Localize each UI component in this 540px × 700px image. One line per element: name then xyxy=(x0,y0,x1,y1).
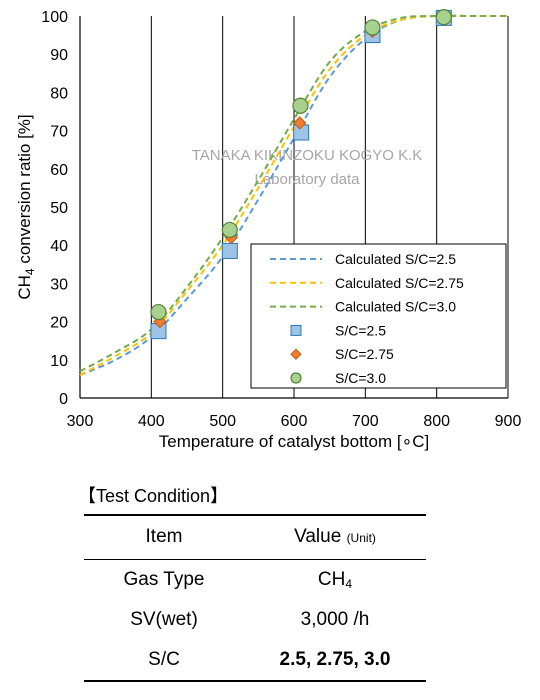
x-tick-label: 400 xyxy=(138,413,165,430)
y-tick-label: 30 xyxy=(50,276,68,293)
axes xyxy=(79,16,508,399)
x-tick-label: 300 xyxy=(67,413,94,430)
y-tick-label: 70 xyxy=(50,124,68,141)
cell-value: 3,000 /h xyxy=(300,609,370,630)
x-tick-label: 800 xyxy=(423,413,450,430)
data-point xyxy=(292,97,309,114)
y-tick-label: 50 xyxy=(50,200,68,217)
y-tick-label: 90 xyxy=(50,47,68,64)
watermark-line-1: TANAKA KIKINZOKU KOGYO K.K xyxy=(192,147,423,164)
cell-item: S/C xyxy=(148,649,180,670)
data-point xyxy=(221,242,238,259)
legend-label: Calculated S/C=2.5 xyxy=(335,251,456,267)
y-tick-label: 20 xyxy=(50,315,68,332)
table-top-rule xyxy=(84,514,426,516)
x-axis-label: Temperature of catalyst bottom [∘C] xyxy=(159,432,429,451)
y-tick-label: 60 xyxy=(50,162,68,179)
table-row: SV(wet) 3,000 /h xyxy=(84,600,426,640)
x-tick-label: 900 xyxy=(495,413,522,430)
legend-label: S/C=2.5 xyxy=(335,322,386,338)
x-tick-label: 600 xyxy=(281,413,308,430)
legend-label: S/C=2.75 xyxy=(335,346,394,362)
cell-item: Gas Type xyxy=(123,569,205,590)
table-row: S/C 2.5, 2.75, 3.0 xyxy=(84,640,426,680)
cell-value-text: CH xyxy=(317,569,346,590)
y-tick-label: 40 xyxy=(50,238,68,255)
y-tick-label: 80 xyxy=(50,85,68,102)
grid-lines xyxy=(150,16,509,398)
table-bottom-rule xyxy=(84,680,426,682)
data-point xyxy=(435,9,452,26)
header-unit: (Unit) xyxy=(346,531,376,545)
x-tick-label: 700 xyxy=(352,413,379,430)
measured-points xyxy=(150,9,452,340)
table-header-rule xyxy=(84,558,426,560)
y-tick-label: 10 xyxy=(50,353,68,370)
legend-label: Calculated S/C=2.75 xyxy=(335,275,464,291)
header-item: Item xyxy=(145,526,183,547)
watermark-line-2: Laboratory data xyxy=(254,171,360,188)
header-value: Value (Unit) xyxy=(244,526,426,548)
legend-marker-swatch xyxy=(290,372,302,384)
data-point xyxy=(364,19,381,36)
data-point xyxy=(221,221,238,239)
data-point xyxy=(150,303,167,321)
y-axis-label: CH4 conversion ratio [%] xyxy=(15,114,37,299)
cell-value: 2.5, 2.75, 3.0 xyxy=(279,649,391,670)
header-value-label: Value xyxy=(294,526,342,547)
axis-labels: Temperature of catalyst bottom [∘C] CH4 c… xyxy=(15,114,429,451)
data-point xyxy=(292,116,307,130)
x-tick-label: 500 xyxy=(209,413,236,430)
y-tick-label: 100 xyxy=(41,9,68,26)
legend-box xyxy=(250,243,507,389)
cell-value-subscript: 4 xyxy=(345,577,353,591)
watermark: TANAKA KIKINZOKU KOGYO K.K Laboratory dat… xyxy=(192,147,423,188)
table-row: Gas Type CH4 xyxy=(84,560,426,600)
legend-marker-swatch xyxy=(290,324,302,336)
y-tick-label: 0 xyxy=(59,391,68,408)
legend-marker-swatch xyxy=(290,348,302,360)
test-condition-title: 【Test Condition】 xyxy=(78,486,229,506)
cell-item: SV(wet) xyxy=(130,609,198,630)
conversion-chart: 0 10 20 30 40 50 60 70 80 90 100 300 400 500 600 700 800… xyxy=(15,9,521,451)
legend-label: Calculated S/C=3.0 xyxy=(335,299,456,315)
tick-labels: 0 10 20 30 40 50 60 70 80 90 100 300 400 500 600 700 800… xyxy=(41,9,521,430)
legend-label: S/C=3.0 xyxy=(335,370,386,386)
table-header-row: Item Value (Unit) xyxy=(84,516,426,559)
cell-value: CH4 xyxy=(244,569,426,591)
test-condition-table: Item Value (Unit) Gas Type CH4 SV(wet) 3… xyxy=(84,514,426,682)
legend: Calculated S/C=2.5 Calculated S/C=2.75 Cal… xyxy=(250,243,507,389)
